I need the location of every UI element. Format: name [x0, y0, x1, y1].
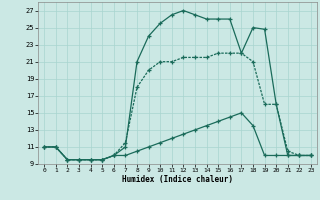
X-axis label: Humidex (Indice chaleur): Humidex (Indice chaleur) [122, 175, 233, 184]
